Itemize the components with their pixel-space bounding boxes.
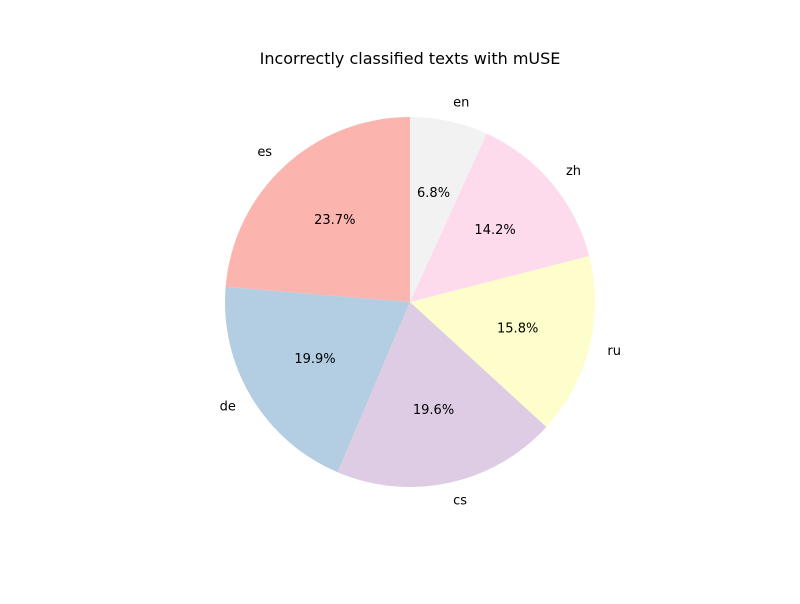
pie-slice-es [225,117,410,302]
pie-pct-label-cs: 19.6% [413,403,454,418]
pie-slice-zh [410,133,590,302]
pie-slice-en [410,117,487,302]
chart-title: Incorrectly classified texts with mUSE [260,49,561,68]
pie-slice-cs [337,302,547,487]
pie-pct-label-de: 19.9% [294,352,335,367]
pie-category-label-en: en [453,96,469,111]
slices-layer [225,117,596,487]
pie-pct-label-ru: 15.8% [497,321,538,336]
pie-category-label-ru: ru [607,344,621,359]
pie-slice-ru [410,255,596,427]
pie-category-label-zh: zh [566,164,581,179]
pie-pct-label-zh: 14.2% [474,223,515,238]
pie-pct-label-en: 6.8% [417,186,450,201]
labels-layer: 23.7% es 19.9% de 19.6% cs 15.8% ru 14.2% zh 6.8% e… [220,96,621,509]
pie-pct-label-es: 23.7% [314,213,355,228]
pie-slice-de [225,286,410,473]
pie-category-label-cs: cs [453,493,467,508]
pie-category-label-es: es [257,145,272,160]
pie-category-label-de: de [220,400,236,415]
